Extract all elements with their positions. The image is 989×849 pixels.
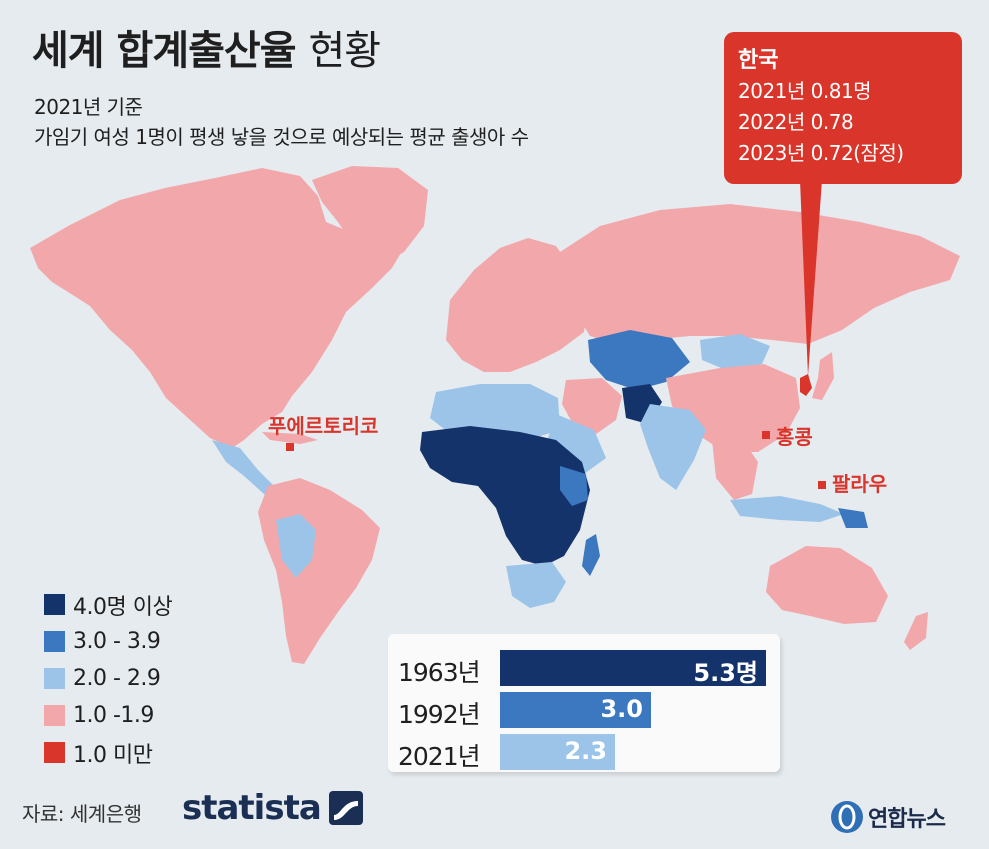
region-north-america [30,168,405,448]
bar-category-label: 1963년 [398,658,481,687]
region-indonesia [730,496,844,522]
region-europe [446,238,588,372]
bar: 2.3 [500,734,615,770]
legend-label: 1.0 -1.9 [73,703,154,728]
puerto-rico-label: 푸에르토리코 [268,414,379,438]
bar-row: 1992년 3.0 [388,692,780,729]
region-madagascar [582,534,600,576]
region-mongolia [700,334,770,370]
bar-value-label: 2.3 [564,737,607,765]
bar-value-label: 3.0 [600,695,643,723]
region-east-africa [560,466,588,506]
statista-icon [328,791,363,825]
region-korea [800,374,812,396]
legend-swatch [44,594,65,615]
hong-kong-marker [762,431,770,439]
source-label: 자료: 세계은행 [22,802,142,826]
statista-wordmark: statista [182,788,322,828]
legend-item: 4.0명 이상 [44,586,173,623]
legend-label: 2.0 - 2.9 [73,666,161,691]
bar-row: 2021년 2.3 [388,734,780,771]
region-se-asia [712,436,758,500]
legend-swatch [44,705,65,726]
legend-item: 1.0 -1.9 [44,697,172,734]
bar: 5.3명 [500,650,766,687]
legend-swatch [44,742,65,763]
page-title: 세계 합계출산율 현황 [32,18,381,76]
legend-label: 4.0명 이상 [73,594,173,620]
legend-swatch [44,668,65,689]
callout-line-2023: 2023년 0.72(잠정) [738,141,904,165]
yonhap-logo: 연합뉴스 [830,800,946,834]
region-png [838,508,868,528]
region-caribbean [262,432,318,444]
palau-label: 팔라우 [832,472,888,496]
region-middle-east [562,378,622,434]
statista-logo: statista [182,788,363,828]
legend: 4.0명 이상 3.0 - 3.9 2.0 - 2.9 1.0 -1.9 1.0… [44,586,173,771]
region-new-zealand [904,612,928,650]
region-india [640,404,706,490]
yonhap-wordmark: 연합뉴스 [868,807,946,832]
region-south-america-mid [276,514,316,578]
title-bold: 세계 합계출산율 [32,28,297,74]
region-south-america [258,478,380,664]
callout-line-2022: 2022년 0.78 [738,110,854,134]
bar-value-label: 5.3명 [693,659,758,687]
palau-marker [818,481,826,489]
region-japan [812,352,834,400]
region-southern-africa [506,562,566,608]
region-north-africa [430,384,560,438]
legend-item: 1.0 미만 [44,734,172,771]
subtitle-line-1: 2021년 기준 [34,95,143,119]
title-light: 현황 [308,28,381,74]
legend-swatch [44,631,65,652]
region-russia [560,204,960,344]
bar: 3.0 [500,692,651,728]
puerto-rico-marker [286,443,294,451]
callout-country-name: 한국 [738,48,779,73]
region-greenland [312,166,428,268]
region-australia [766,546,888,624]
subtitle: 2021년 기준 가임기 여성 1명이 평생 낳을 것으로 예상되는 평균 출생… [34,92,529,152]
hong-kong-label: 홍콩 [776,425,813,449]
callout-line-2021: 2021년 0.81명 [738,79,872,103]
korea-callout: 한국 2021년 0.81명 2022년 0.78 2023년 0.72(잠정) [724,32,962,184]
legend-item: 2.0 - 2.9 [44,660,172,697]
region-sub-saharan-africa [420,426,590,566]
subtitle-line-2: 가임기 여성 1명이 평생 낳을 것으로 예상되는 평균 출생아 수 [34,125,529,149]
fertility-bar-chart: 1963년 5.3명 1992년 3.0 2021년 2.3 [388,634,780,772]
yonhap-icon [831,801,863,833]
legend-label: 3.0 - 3.9 [73,629,161,654]
bar-category-label: 2021년 [398,742,481,771]
region-central-asia [588,330,690,390]
callout-pointer [800,180,822,376]
legend-item: 3.0 - 3.9 [44,623,172,660]
bar-category-label: 1992년 [398,700,481,729]
bar-row: 1963년 5.3명 [388,650,780,687]
legend-label: 1.0 미만 [73,742,153,768]
